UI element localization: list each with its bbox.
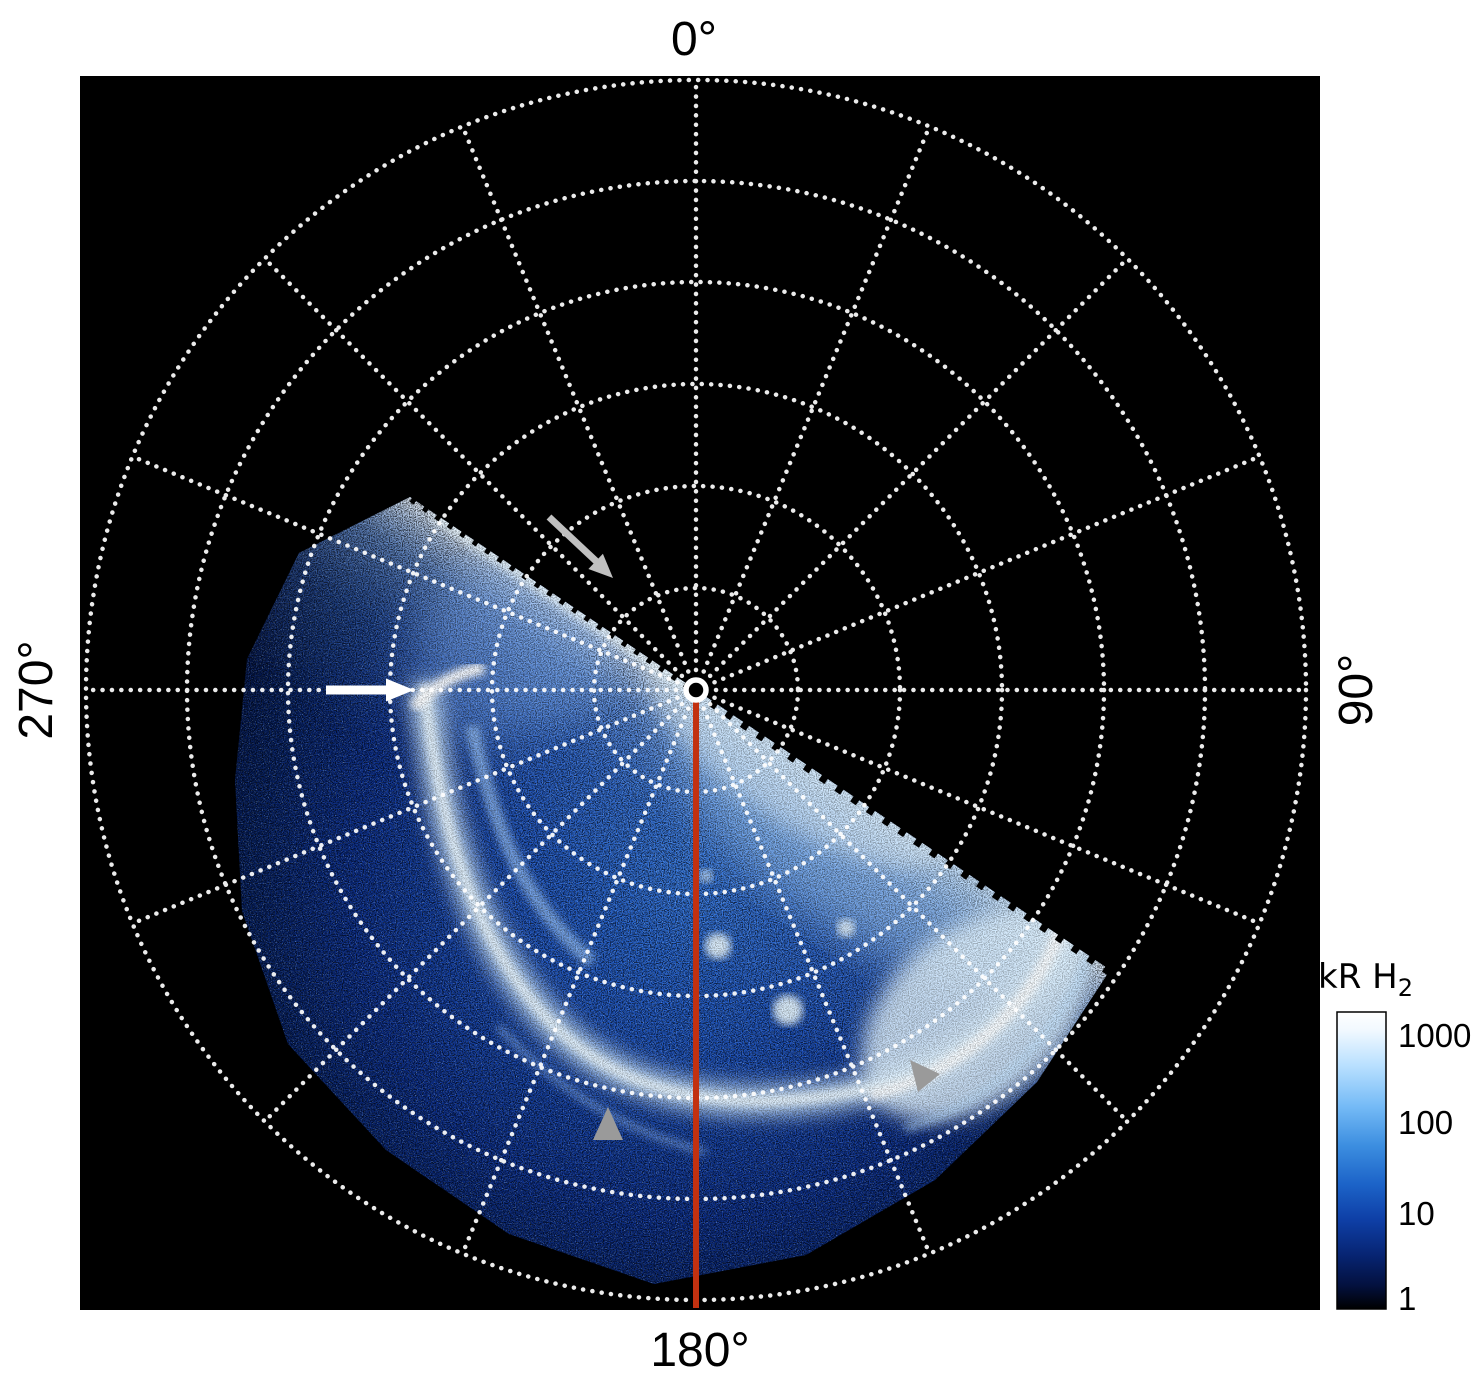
- annotation-arrows: [326, 514, 940, 1140]
- angle-label-top: 0°: [671, 13, 717, 66]
- colorbar-tick-10: 10: [1398, 1195, 1435, 1232]
- angle-label-right: 90°: [1330, 654, 1383, 727]
- colorbar-tick-1000: 1000: [1398, 1017, 1471, 1054]
- colorbar-title-sub: 2: [1398, 974, 1413, 1002]
- terminator-serration: [692, 685, 1116, 976]
- colorbar-tick-100: 100: [1398, 1104, 1453, 1141]
- colorbar-gradient: [1336, 1011, 1387, 1310]
- colorbar-title: kR H2: [1318, 957, 1413, 1002]
- angle-label-left: 270°: [10, 640, 63, 739]
- gray-arrowhead-right: [910, 1060, 940, 1092]
- gray-arrow-shaft: [546, 514, 600, 565]
- pole-marker: [683, 677, 709, 703]
- colorbar-tick-1: 1: [1398, 1280, 1416, 1317]
- terminator-serration: [409, 494, 699, 694]
- gray-arrow-head: [588, 553, 613, 578]
- colorbar-title-main: kR H: [1318, 957, 1398, 997]
- colorbar: kR H2 1000 100 10 1: [1318, 957, 1471, 1317]
- gray-arrowhead-left: [593, 1107, 623, 1140]
- angle-label-bottom: 180°: [650, 1324, 749, 1377]
- white-arrow-head: [386, 678, 414, 702]
